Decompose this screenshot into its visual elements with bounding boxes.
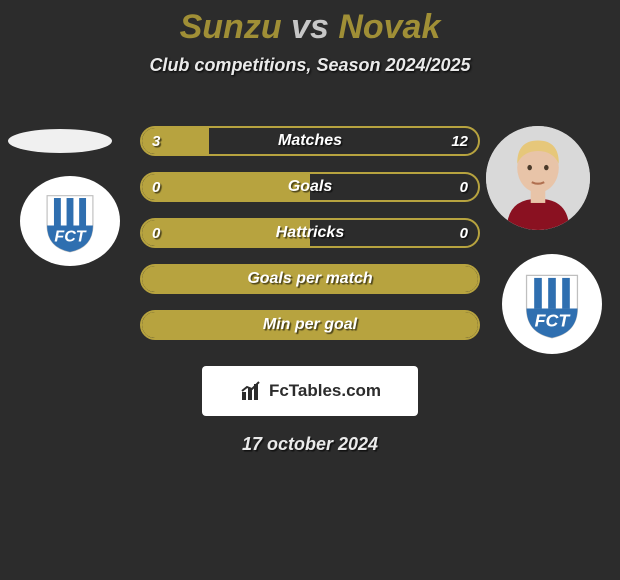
subtitle: Club competitions, Season 2024/2025	[0, 55, 620, 76]
club-crest-icon: FCT	[35, 190, 105, 253]
svg-text:FCT: FCT	[54, 227, 86, 245]
stat-label: Goals per match	[142, 266, 478, 292]
player2-avatar	[486, 126, 590, 230]
player2-club-crest: FCT	[502, 254, 602, 354]
stat-bar: Goals per match	[140, 264, 480, 294]
comparison-bars: 312Matches 00Goals 00Hattricks Goals per ma…	[140, 126, 480, 340]
comparison-title: Sunzu vs Novak	[0, 0, 620, 47]
stat-label: Min per goal	[142, 312, 478, 338]
player1-avatar-placeholder	[8, 129, 112, 153]
player1-club-crest: FCT	[20, 176, 120, 266]
svg-text:FCT: FCT	[535, 310, 572, 330]
brand-text: FcTables.com	[269, 381, 381, 401]
title-player1: Sunzu	[180, 8, 282, 46]
stat-label: Matches	[142, 128, 478, 154]
portrait-icon	[486, 126, 590, 230]
club-crest-icon: FCT	[517, 269, 587, 339]
bar-chart-icon	[239, 379, 263, 403]
comparison-content: FCT FCT 312Matches 00Goals 00Hattricks Goal…	[0, 104, 620, 344]
stat-bar: 00Goals	[140, 172, 480, 202]
stat-bar: Min per goal	[140, 310, 480, 340]
brand-badge: FcTables.com	[202, 366, 418, 416]
title-player2: Novak	[338, 8, 440, 46]
stat-label: Goals	[142, 174, 478, 200]
title-vs: vs	[291, 8, 329, 46]
date-text: 17 october 2024	[0, 434, 620, 455]
stat-bar: 00Hattricks	[140, 218, 480, 248]
stat-bar: 312Matches	[140, 126, 480, 156]
stat-label: Hattricks	[142, 220, 478, 246]
